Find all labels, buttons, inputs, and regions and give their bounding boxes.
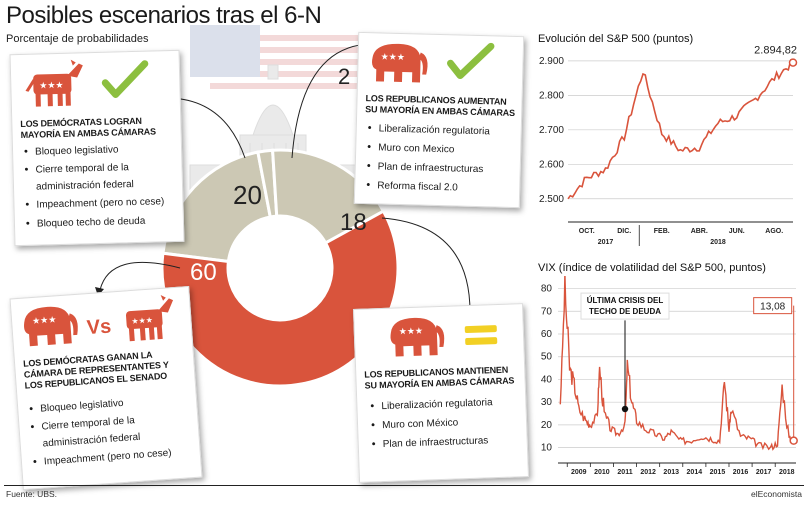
vix-ytick-label: 50	[541, 352, 553, 363]
card-rep-keep-heading: LOS REPUBLICANOS MANTIENEN SU MAYORÍA EN…	[364, 364, 515, 391]
vix-year-label: 2010	[594, 469, 610, 476]
card-rep-increase: ★★★ LOS REPUBLICANOS AUMENTAN SU MAYORÍA…	[353, 31, 525, 209]
donut-label-rep-keep: 18	[340, 209, 367, 236]
svg-text:★★★: ★★★	[381, 51, 405, 62]
donut-chart: 20 2 18 60	[95, 41, 474, 388]
vix-annotation-box	[580, 292, 670, 320]
footer-brand: elEconomista	[750, 489, 802, 499]
checkmark-icon	[101, 60, 149, 98]
vix-ytick-label: 70	[541, 306, 553, 317]
flag-stripes-icon	[190, 25, 460, 89]
arrow-dem-both	[169, 97, 246, 159]
footer-divider	[4, 485, 804, 486]
sp500-year-label: 2017	[598, 239, 614, 246]
sp500-ytick-label: 2.700	[539, 125, 564, 136]
vix-title: VIX (índice de volatilidad del S&P 500, …	[538, 262, 766, 274]
sp500-last-value-label: 2.894,82	[754, 45, 797, 57]
vix-year-label: 2011	[617, 469, 632, 476]
footer-source: Fuente: UBS.	[6, 489, 58, 499]
vix-year-label: 2014	[687, 469, 703, 476]
vix-annotation-label: ÚLTIMA CRISIS DEL	[587, 296, 664, 305]
sp500-month-label: OCT.	[579, 228, 595, 235]
svg-text:★★★: ★★★	[399, 326, 424, 337]
elephant-icon: ★★★	[24, 306, 78, 347]
vix-ytick-label: 40	[541, 374, 553, 385]
vix-year-label: 2015	[710, 469, 726, 476]
sp500-year-label: 2018	[710, 239, 726, 246]
list-item: Reforma fiscal 2.0	[363, 176, 513, 199]
card-rep-keep-list: Liberalización regulatoria Muro con Méxi…	[367, 392, 524, 454]
sp500-month-label: FEB.	[654, 228, 670, 235]
card-rep-keep: ★★★ LOS REPUBLICANOS MANTIENEN SU MAYORÍ…	[353, 303, 529, 483]
vix-last-point	[789, 436, 798, 445]
checkmark-icon	[446, 42, 495, 80]
card-split-icons: ★★★ Vs ★★★	[24, 294, 174, 347]
vix-year-label: 2013	[663, 469, 679, 476]
svg-text:★★★: ★★★	[39, 80, 63, 91]
list-item: Bloqueo techo de deuda	[23, 211, 178, 234]
donut-label-rep-increase: 2	[338, 64, 350, 89]
sp500-chart: 2.900 2.800 2.700 2.600 2.500 2.894,82 OCT. DIC…	[539, 45, 798, 246]
vix-year-label: 2018	[779, 469, 795, 476]
donut-label-dem-both: 20	[233, 180, 262, 210]
card-split: ★★★ Vs ★★★ LOS DEMÓCRATAS GANAN LA CÁMAR…	[9, 285, 203, 491]
card-rep-increase-list: Liberalización regulatoria Muro con Mexi…	[363, 119, 515, 199]
list-item: Plan de infraestructuras	[368, 430, 524, 454]
card-split-list: Bloqueo legislativo Cierre temporal de l…	[26, 389, 196, 472]
donkey-icon: ★★★	[25, 59, 83, 107]
page-title: Posibles escenarios tras el 6-N	[6, 2, 322, 29]
card-dem-both-icons: ★★★	[25, 59, 149, 107]
sp500-month-label: ABR.	[691, 228, 708, 235]
vix-last-value-label: 13,08	[760, 302, 785, 313]
vix-ytick-label: 10	[541, 443, 553, 454]
card-rep-keep-icons: ★★★	[390, 317, 498, 357]
vix-ytick-label: 60	[541, 329, 553, 340]
card-rep-increase-heading: LOS REPUBLICANOS AUMENTAN SU MAYORÍA EN …	[365, 93, 515, 118]
vix-year-label: 2009	[571, 469, 587, 476]
vix-annotation-label: TECHO DE DEUDA	[589, 307, 661, 316]
arrow-rep-keep	[381, 217, 471, 313]
sp500-ytick-label: 2.900	[539, 56, 564, 67]
equals-icon	[464, 325, 498, 346]
vix-annotation-marker	[621, 405, 629, 413]
vix-series-line	[559, 276, 795, 451]
vix-year-label: 2012	[640, 469, 656, 476]
sp500-month-label: JUN.	[729, 228, 745, 235]
card-rep-increase-icons: ★★★	[372, 42, 495, 83]
page-subtitle: Porcentaje de probabilidades	[6, 33, 149, 45]
sp500-title: Evolución del S&P 500 (puntos)	[538, 33, 694, 45]
vix-ytick-label: 80	[541, 284, 553, 295]
sp500-month-label: AGO.	[765, 228, 783, 235]
vix-ytick-label: 30	[541, 397, 553, 408]
donkey-icon: ★★★	[125, 294, 174, 342]
list-item: Cierre temporal de la administración fed…	[21, 158, 177, 196]
vix-last-value-box	[753, 297, 793, 315]
arrow-split	[99, 261, 181, 291]
sp500-ytick-label: 2.500	[539, 194, 564, 205]
svg-text:★★★: ★★★	[131, 316, 153, 326]
card-dem-both-list: Bloqueo legislativo Cierre temporal de l…	[21, 139, 178, 234]
vs-label: Vs	[86, 316, 112, 340]
arrow-rep-increase	[291, 44, 361, 159]
vix-year-label: 2016	[733, 469, 749, 476]
vix-year-label: 2017	[756, 469, 772, 476]
sp500-ytick-label: 2.600	[539, 159, 564, 170]
svg-text:★★★: ★★★	[32, 314, 57, 326]
card-dem-both-heading: LOS DEMÓCRATAS LOGRAN MAYORÍA EN AMBAS C…	[20, 115, 156, 140]
vix-ytick-label: 20	[541, 420, 553, 431]
card-dem-both: ★★★ LOS DEMÓCRATAS LOGRAN MAYORÍA EN AMB…	[9, 49, 185, 247]
sp500-month-label: DIC.	[617, 228, 631, 235]
elephant-icon: ★★★	[390, 317, 445, 357]
elephant-icon: ★★★	[372, 43, 428, 83]
sp500-ytick-label: 2.800	[539, 90, 564, 101]
donut-label-split: 60	[190, 259, 217, 286]
sp500-series-line	[567, 59, 794, 200]
sp500-last-point	[788, 58, 798, 67]
donut-slice-rep-keep	[270, 148, 386, 245]
